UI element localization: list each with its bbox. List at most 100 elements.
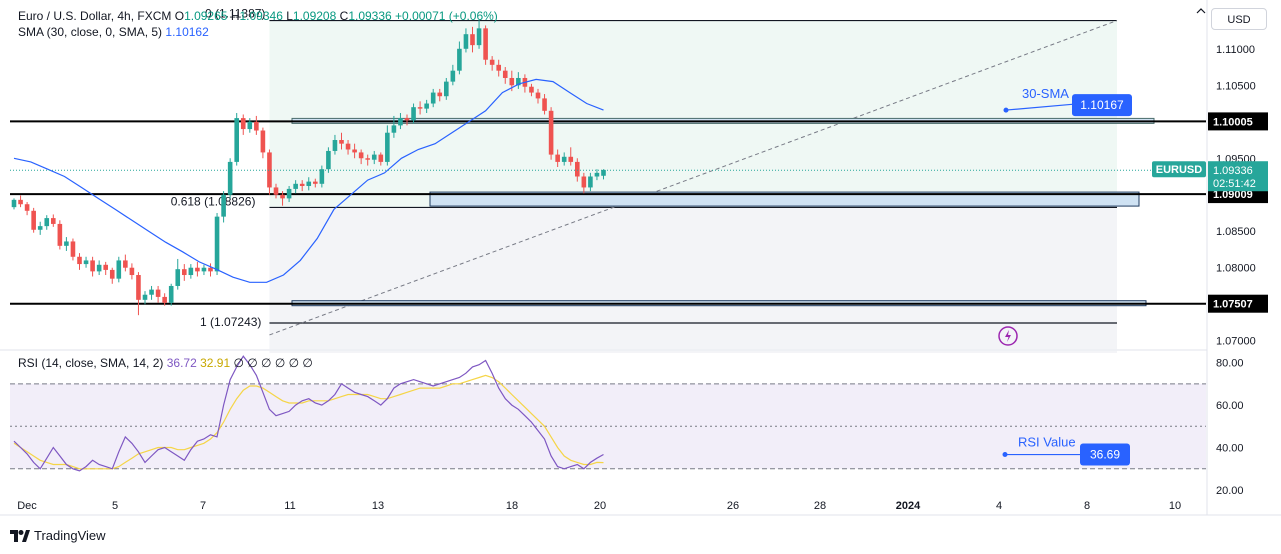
candle-body	[234, 118, 239, 162]
candle-body	[352, 149, 357, 153]
time-tick-label: 7	[200, 500, 206, 512]
candle-body	[195, 267, 200, 272]
candle-body	[444, 81, 449, 97]
high-value: 1.09346	[239, 9, 283, 23]
candle-body	[306, 181, 312, 186]
candle-body	[109, 269, 115, 279]
price-tick-label: 1.10500	[1216, 80, 1256, 92]
fib-label-0618: 0.618 (1.08826)	[171, 194, 256, 208]
level-price-label: 1.07507	[1213, 299, 1253, 311]
rsi-annotation-value: 36.69	[1090, 448, 1120, 462]
candle-body	[64, 241, 69, 246]
candle-body	[57, 223, 63, 246]
low-value: 1.09208	[292, 9, 337, 23]
currency-button[interactable]: USD	[1211, 8, 1267, 30]
close-value: 1.09336	[348, 9, 392, 23]
sma-annotation-label: 30-SMA	[1022, 86, 1069, 101]
time-tick-label: 20	[594, 500, 606, 512]
time-tick-label: 4	[996, 500, 1002, 512]
sma-legend-value: 1.10162	[165, 25, 209, 39]
tradingview-logo[interactable]: TradingView	[10, 528, 106, 543]
rsi-tick-label: 80.00	[1216, 358, 1244, 370]
open-value: 1.09265	[184, 9, 228, 23]
candle-body	[489, 59, 495, 65]
candle-body	[378, 154, 384, 162]
candle-body	[516, 77, 521, 86]
candle-body	[136, 275, 141, 300]
candle-body	[385, 132, 390, 162]
sma-legend[interactable]: SMA (30, close, 0, SMA, 5) 1.10162	[18, 25, 209, 39]
candle-body	[280, 194, 285, 199]
candle-body	[293, 183, 298, 189]
candle-body	[51, 218, 56, 224]
candle-body	[273, 187, 279, 195]
candle-body	[391, 125, 397, 133]
candle-body	[83, 260, 89, 265]
candle-body	[568, 156, 574, 162]
candle-body	[542, 98, 547, 111]
rsi-legend[interactable]: RSI (14, close, SMA, 14, 2) 36.72 32.91 …	[18, 356, 313, 370]
rsi-panel: RSI Value 36.69	[10, 355, 1206, 472]
candle-body	[430, 92, 436, 104]
support-resistance-zones	[10, 117, 1206, 307]
rsi-annotation-label: RSI Value	[1018, 435, 1076, 450]
candle-body	[149, 289, 154, 295]
sma-annotation-box	[1072, 94, 1132, 117]
time-tick-label: 18	[506, 500, 518, 512]
symbol-tag-label: EURUSD	[1156, 164, 1203, 176]
candle-body	[313, 181, 318, 184]
rsi-line	[13, 355, 604, 472]
time-tick-label: 13	[372, 500, 384, 512]
close-label: C	[339, 9, 349, 23]
time-tick-label: 5	[112, 500, 118, 512]
symbol-tag-box	[1152, 161, 1206, 178]
tradingview-logo-icon	[10, 529, 30, 542]
candle-body	[162, 296, 167, 303]
rsi-annotation-box	[1080, 443, 1130, 466]
candle-body	[31, 210, 36, 230]
candle-body	[123, 260, 128, 268]
candle-body	[601, 169, 606, 176]
candle-body	[37, 226, 43, 230]
candle-body	[457, 48, 462, 71]
candle-body	[24, 204, 30, 211]
last-price-label: 1.09336	[1213, 165, 1253, 177]
tradingview-brand: TradingView	[34, 528, 106, 543]
rsi-legend-label: RSI (14, close, SMA, 14, 2)	[18, 356, 164, 370]
candle-body	[575, 161, 580, 177]
level-price-label: 1.09009	[1213, 189, 1253, 201]
candle-body	[326, 150, 331, 170]
price-tick-label: 1.11000	[1216, 44, 1255, 56]
time-tick-label: 26	[727, 500, 739, 512]
candle-body	[476, 28, 482, 46]
candle-body	[502, 70, 508, 78]
candle-body	[201, 267, 207, 272]
candle-body	[70, 241, 76, 257]
rsi-legend-empty-values: ∅ ∅ ∅ ∅ ∅ ∅	[233, 356, 313, 370]
rsi-ma-legend-value: 32.91	[200, 356, 231, 370]
candle-body	[417, 107, 423, 109]
candle-body	[44, 218, 50, 227]
candle-body	[18, 199, 23, 205]
candle-body	[365, 158, 370, 160]
candle-body	[404, 118, 410, 121]
candle-body	[142, 294, 148, 300]
fib-retracement: 0 (1.11387) 0.618 (1.08826) 1 (1.07243)	[171, 7, 1118, 353]
candle-body	[548, 110, 554, 155]
candle-body	[103, 264, 108, 270]
time-tick-label: 10	[1169, 500, 1181, 512]
candle-body	[358, 152, 364, 159]
sma-annotation-line	[1005, 103, 1076, 111]
candle-body	[470, 34, 475, 46]
candle-body	[260, 130, 266, 153]
symbol-title[interactable]: Euro / U.S. Dollar, 4h, FXCM	[18, 9, 172, 23]
chevron-up-icon[interactable]	[1196, 6, 1206, 16]
candle-body	[319, 169, 325, 184]
candle-body	[483, 28, 488, 60]
candle-body	[254, 121, 259, 131]
candle-body	[411, 107, 416, 121]
fib-zone-lower	[269, 207, 1117, 353]
price-tick-label: 1.08500	[1216, 226, 1256, 238]
price-tick-label: 1.07000	[1216, 336, 1256, 348]
